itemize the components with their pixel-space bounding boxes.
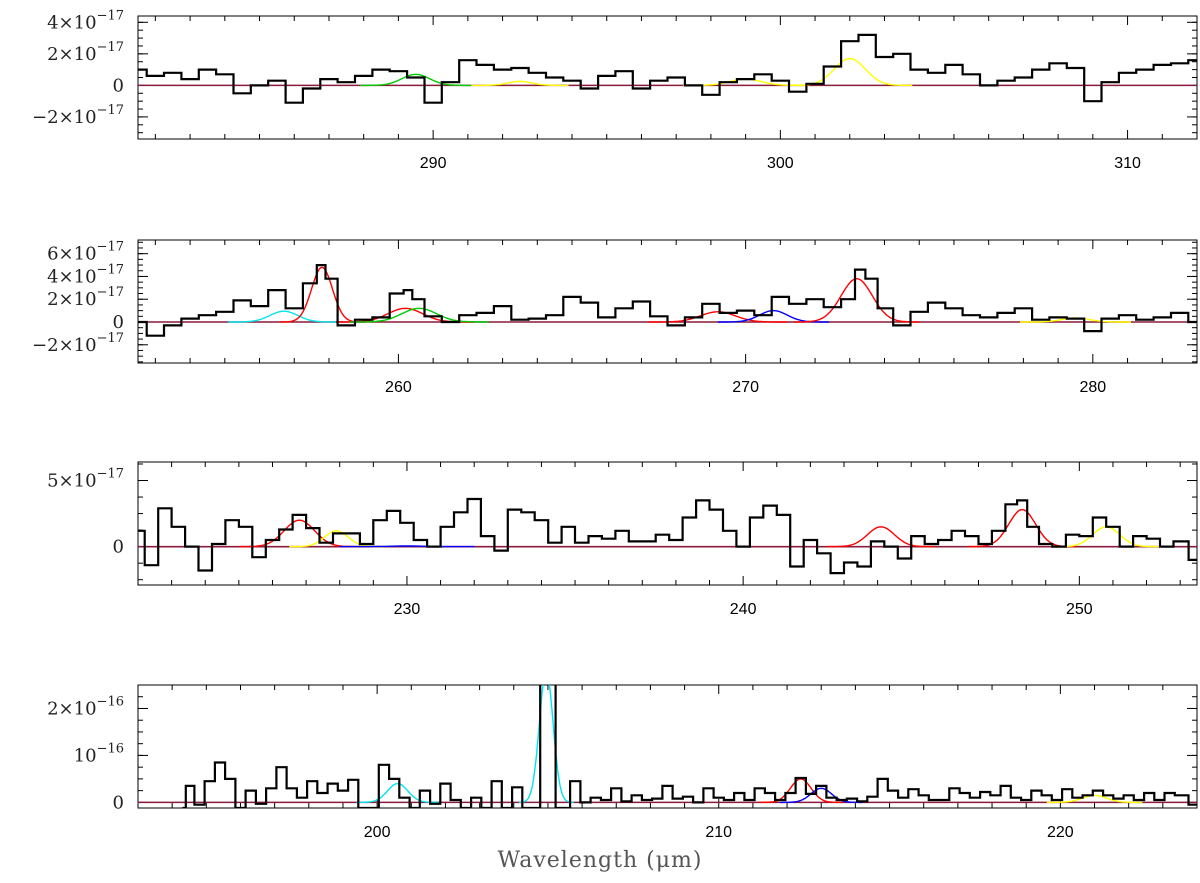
x-tick-label: 230	[394, 601, 421, 618]
x-tick-label: 260	[385, 379, 412, 396]
spectrum-trace	[182, 685, 1197, 808]
fit-curve-red	[648, 311, 788, 323]
plot-area	[138, 685, 1197, 808]
fit-curve-cyan	[518, 685, 574, 803]
y-tick-label: 0	[113, 312, 124, 333]
plot-area	[138, 497, 1197, 575]
fit-curve-blue	[780, 787, 863, 804]
plot-area	[138, 33, 1197, 104]
y-tick-label: 0	[113, 537, 124, 558]
panel-4: 200 210 220 2×10−16 10−16 0	[47, 684, 1198, 841]
y-tick-label: 5×10−17	[47, 467, 124, 492]
spectrum-trace	[138, 33, 1197, 104]
spectrum-trace	[138, 264, 1197, 337]
fit-curve-red	[280, 266, 364, 323]
y-tick-label: 2×10−17	[47, 285, 124, 310]
y-tick-label: 2×10−16	[47, 694, 124, 719]
y-tick-label: −2×10−17	[32, 103, 124, 128]
y-tick-label: 0	[113, 792, 124, 813]
x-tick-label: 240	[730, 601, 757, 618]
fit-curve-cyan	[228, 310, 340, 323]
spectrum-trace	[138, 497, 1197, 575]
y-tick-label: −2×10−17	[32, 331, 124, 356]
fit-curve-yellow	[471, 80, 569, 87]
x-tick-label: 310	[1114, 155, 1141, 172]
y-tick-label: 4×10−17	[47, 8, 124, 33]
y-tick-label: 6×10−17	[47, 240, 124, 265]
fit-curve-cyan	[356, 782, 439, 804]
y-tick-label: 2×10−17	[47, 40, 124, 65]
x-tick-label: 280	[1079, 379, 1106, 396]
x-tick-label: 300	[767, 155, 794, 172]
x-tick-label: 270	[732, 379, 759, 396]
y-tick-label: 10−16	[74, 741, 124, 766]
fit-curve-green	[360, 73, 472, 87]
fit-curve-yellow	[787, 57, 913, 87]
fit-curve-red	[827, 526, 935, 548]
y-tick-label: 4×10−17	[47, 262, 124, 287]
panel-2: 260 270 280 6×10−174×10−172×10−170−2×10−17	[32, 239, 1198, 396]
plot-area	[138, 264, 1197, 337]
x-tick-label: 250	[1066, 601, 1093, 618]
fit-curve-green	[349, 307, 489, 323]
panel-3: 230 240 250 5×10−17 0	[47, 461, 1198, 618]
x-axis-label: Wavelength (μm)	[497, 848, 703, 873]
fit-curve-red	[759, 778, 842, 804]
panel-frame	[137, 684, 1198, 809]
panel-frame	[137, 239, 1198, 364]
x-tick-label: 220	[1047, 824, 1074, 841]
panel-frame	[137, 461, 1198, 586]
panel-1: 290 300 310 4×10−17 2×10−17 0 −2×10−17	[32, 8, 1198, 172]
x-tick-label: 210	[705, 824, 732, 841]
fit-curve-red	[968, 508, 1076, 548]
fit-curve-red	[794, 277, 920, 323]
y-tick-label: 0	[113, 75, 124, 96]
x-tick-label: 290	[420, 155, 447, 172]
fit-curve-yellow	[1046, 794, 1143, 804]
x-tick-label: 200	[364, 824, 391, 841]
fit-curve-blue	[339, 545, 475, 548]
